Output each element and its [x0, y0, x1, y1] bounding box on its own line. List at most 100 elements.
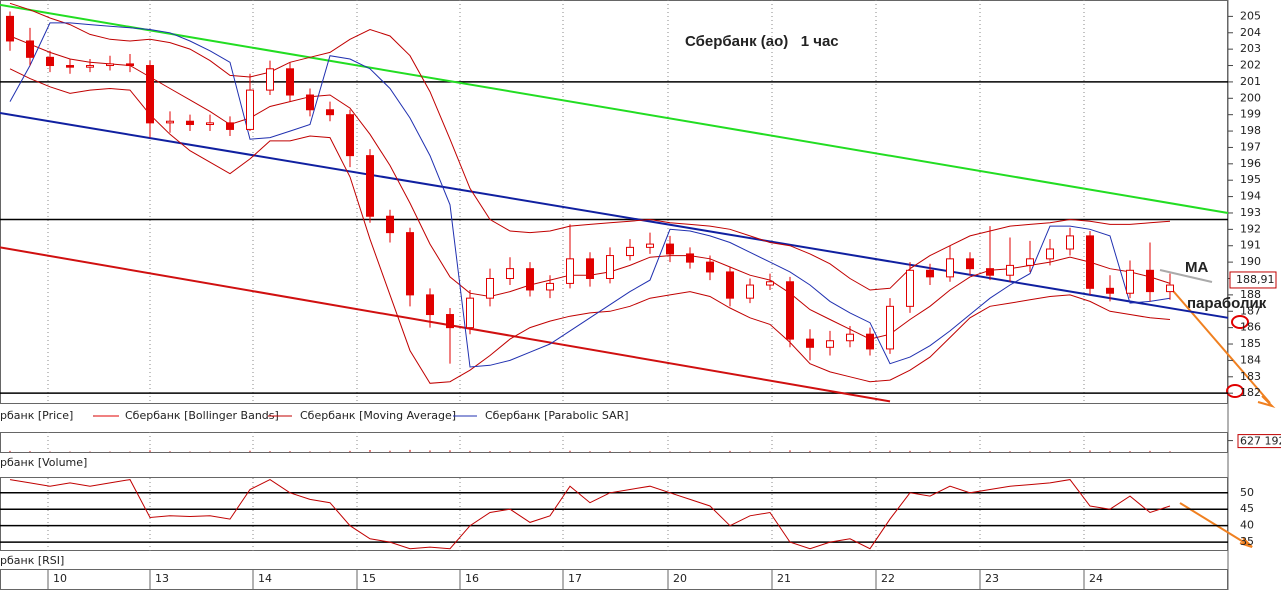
y-tick-label: 196: [1240, 157, 1261, 170]
candle-body: [486, 277, 494, 299]
annotation: MA: [1185, 259, 1208, 276]
candle-body: [526, 268, 534, 291]
candle-body: [826, 340, 834, 348]
y-tick-label: 198: [1240, 124, 1261, 137]
y-tick-label: 45: [1240, 502, 1254, 515]
forecast-arrow: [1179, 502, 1251, 547]
candle-body: [266, 68, 274, 91]
forecast-arrow: [1167, 284, 1271, 404]
legend-label: Сбербанк [Parabolic SAR]: [485, 409, 629, 422]
candle-body: [366, 155, 374, 217]
candle-body: [386, 215, 394, 234]
candle-body: [1046, 248, 1054, 260]
candle-body: [546, 282, 554, 291]
candle-body: [606, 255, 614, 279]
candle-body: [1146, 269, 1154, 293]
candle-body: [246, 89, 254, 130]
y-tick-label: 184: [1240, 353, 1261, 366]
candle-body: [1126, 269, 1134, 294]
y-tick-label: 200: [1240, 91, 1261, 104]
y-tick-label: 188: [1240, 288, 1261, 301]
candle-body: [306, 94, 314, 111]
candle-body: [646, 243, 654, 248]
x-tick-label: 23: [985, 572, 999, 585]
candle-body: [346, 114, 354, 157]
candle-body: [666, 243, 674, 255]
highlight-circle: [1226, 384, 1244, 398]
candle-body: [26, 40, 34, 58]
bollinger-lower: [9, 68, 1171, 384]
y-tick-label: 35: [1240, 535, 1254, 548]
y-tick-label: 197: [1240, 140, 1261, 153]
candle-body: [926, 269, 934, 278]
candle-body: [126, 63, 134, 67]
x-tick-label: 10: [53, 572, 67, 585]
y-tick-label: 182: [1240, 386, 1261, 399]
candle-body: [446, 314, 454, 329]
y-tick-label: 201: [1240, 75, 1261, 88]
y-tick-label: 203: [1240, 42, 1261, 55]
current-value-box: [1229, 271, 1277, 289]
x-tick-label: 21: [777, 572, 791, 585]
rsi-line: [9, 479, 1171, 550]
ma-arrow: [1159, 269, 1213, 283]
candle-body: [506, 268, 514, 279]
x-tick-label: 16: [465, 572, 479, 585]
candle-body: [226, 122, 234, 130]
x-tick-label: 15: [362, 572, 376, 585]
candle-body: [286, 68, 294, 96]
legend-label: Сбербанк [Moving Average]: [300, 409, 456, 422]
y-tick-label: 204: [1240, 26, 1261, 39]
x-tick-label: 22: [881, 572, 895, 585]
y-tick-label: 187: [1240, 304, 1261, 317]
candle-body: [966, 258, 974, 270]
candle-body: [86, 65, 94, 68]
y-tick-label: 50: [1240, 486, 1254, 499]
trend-line: [0, 112, 1229, 319]
candle-body: [466, 297, 474, 329]
y-tick-label: 194: [1240, 190, 1261, 203]
y-tick-label: 195: [1240, 173, 1261, 186]
candle-body: [806, 338, 814, 348]
candle-body: [886, 305, 894, 350]
candle-body: [786, 281, 794, 340]
trend-line: [0, 3, 1229, 214]
annotation: параболик: [1187, 295, 1267, 312]
current-value-label: 188,91: [1236, 273, 1275, 286]
candle-body: [586, 258, 594, 279]
highlight-circle: [1231, 315, 1249, 329]
candle-body: [566, 258, 574, 284]
y-tick-label: 190: [1240, 255, 1261, 268]
rsi-label: рбанк [RSI]: [0, 554, 64, 567]
y-tick-label: 193: [1240, 206, 1261, 219]
candle-body: [146, 65, 154, 124]
candle-body: [166, 120, 174, 124]
candle-body: [946, 258, 954, 278]
x-tick-label: 24: [1089, 572, 1103, 585]
y-tick-label: 199: [1240, 108, 1261, 121]
y-tick-label: 185: [1240, 337, 1261, 350]
y-tick-label: 205: [1240, 9, 1261, 22]
candle-body: [1086, 235, 1094, 289]
x-tick-label: 17: [568, 572, 582, 585]
x-tick-label: 20: [673, 572, 687, 585]
candle-body: [1006, 264, 1014, 276]
candle-body: [986, 268, 994, 276]
candle-body: [726, 271, 734, 299]
candle-body: [6, 15, 14, 42]
candle-body: [1166, 284, 1174, 293]
candle-body: [66, 65, 74, 68]
arrow-head: [1239, 537, 1253, 548]
y-tick-label: 202: [1240, 59, 1261, 72]
candle-body: [206, 122, 214, 126]
candle-body: [626, 246, 634, 257]
y-tick-label: 40: [1240, 519, 1254, 532]
y-tick-label: 192: [1240, 222, 1261, 235]
trend-line: [0, 246, 891, 403]
x-tick-label: 14: [258, 572, 272, 585]
y-tick-label: 191: [1240, 239, 1261, 252]
rsi-group: [9, 479, 1171, 550]
candle-body: [106, 63, 114, 67]
candle-body: [846, 333, 854, 342]
